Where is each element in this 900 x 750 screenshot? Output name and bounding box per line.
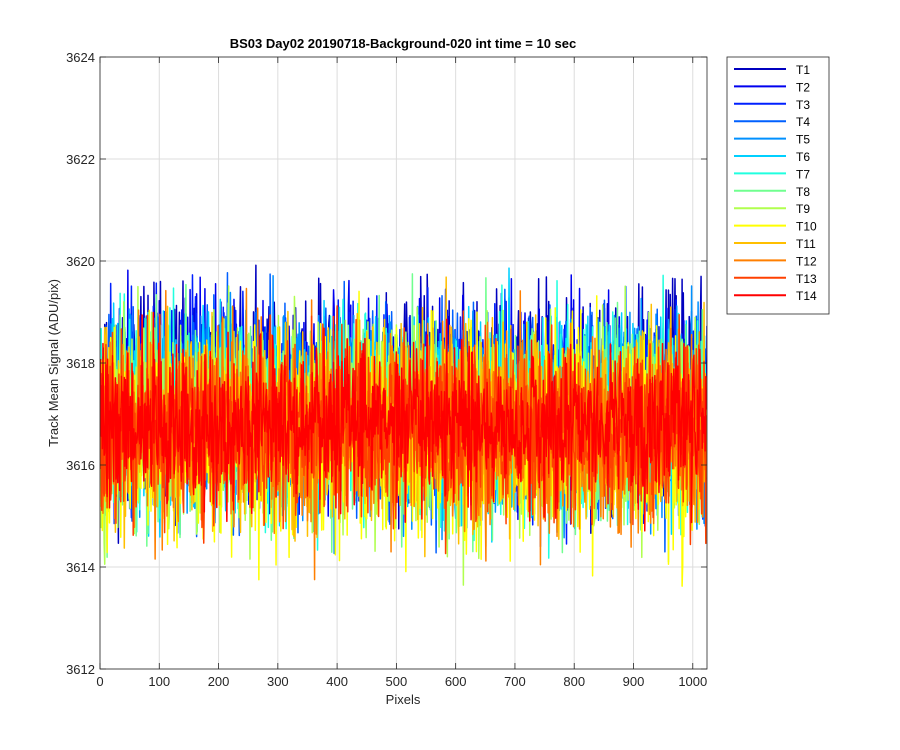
legend-label: T12 (796, 254, 817, 268)
x-tick-label: 900 (623, 674, 645, 689)
legend-label: T11 (796, 237, 816, 251)
x-tick-label: 700 (504, 674, 526, 689)
y-tick-label: 3612 (66, 662, 95, 677)
x-tick-label: 100 (148, 674, 170, 689)
legend-label: T3 (796, 98, 810, 112)
legend-label: T1 (796, 63, 810, 77)
y-tick-label: 3624 (66, 50, 95, 65)
x-tick-label: 1000 (678, 674, 707, 689)
y-tick-label: 3616 (66, 458, 95, 473)
y-axis-label: Track Mean Signal (ADU/pix) (46, 279, 61, 447)
chart-title: BS03 Day02 20190718-Background-020 int t… (230, 36, 577, 51)
legend-box (726, 56, 830, 315)
x-tick-label: 800 (563, 674, 585, 689)
x-tick-label: 0 (96, 674, 103, 689)
x-tick-label: 500 (386, 674, 408, 689)
x-tick-label: 400 (326, 674, 348, 689)
legend: T1 T2 T3 T4 T5 T6 T7 T8 T9 T10 T11 T12 T13 T14 (726, 56, 830, 315)
legend-label: T5 (796, 133, 810, 147)
y-tick-label: 3620 (66, 254, 95, 269)
legend-label: T10 (796, 220, 817, 234)
legend-label: T6 (796, 150, 810, 164)
legend-label: T4 (796, 115, 810, 129)
series-line-t14 (100, 311, 707, 532)
x-tick-label: 200 (208, 674, 230, 689)
legend-label: T14 (796, 289, 817, 303)
x-axis-label: Pixels (386, 692, 421, 707)
legend-label: T9 (796, 202, 810, 216)
legend-label: T2 (796, 80, 810, 94)
y-tick-label: 3622 (66, 152, 95, 167)
x-tick-label: 600 (445, 674, 467, 689)
y-tick-label: 3618 (66, 356, 95, 371)
series-layer (100, 264, 707, 587)
legend-label: T13 (796, 272, 817, 286)
legend-label: T7 (796, 167, 810, 181)
x-tick-label: 300 (267, 674, 289, 689)
y-tick-label: 3614 (66, 560, 95, 575)
axis-ticks: 0 100 200 300 400 500 600 700 800 900 1000 3612 3614… (66, 50, 707, 689)
legend-label: T8 (796, 185, 810, 199)
